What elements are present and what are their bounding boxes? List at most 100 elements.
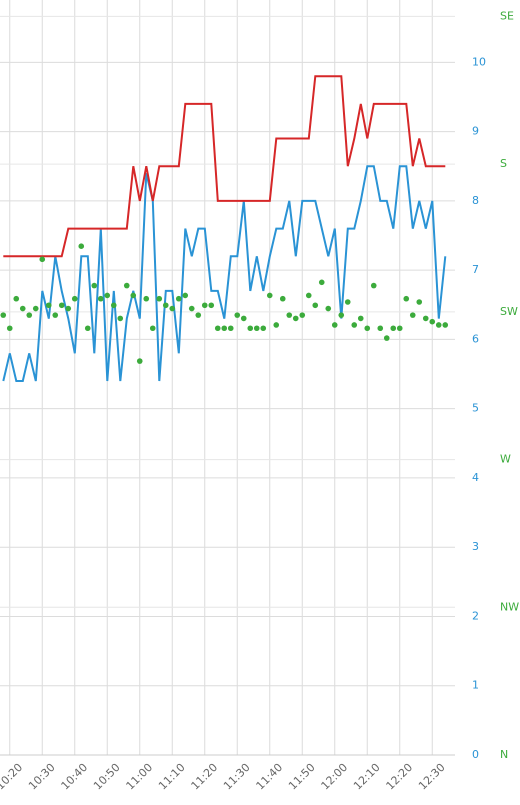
direction-dot (169, 305, 176, 312)
direction-dot (162, 302, 169, 309)
y2-tick-label: SE (500, 9, 514, 22)
y2-tick-label: S (500, 157, 507, 170)
y2-tick-label: SW (500, 305, 518, 318)
direction-dot (260, 325, 267, 332)
direction-dot (435, 322, 442, 328)
direction-dot (26, 312, 33, 318)
direction-dot (175, 295, 182, 302)
direction-dot (403, 295, 410, 302)
direction-dot (0, 312, 7, 318)
direction-dot (279, 295, 286, 302)
y-tick-label: 6 (472, 332, 479, 345)
direction-dot (227, 325, 234, 332)
direction-dot (351, 322, 358, 328)
direction-dot (110, 302, 117, 309)
direction-dot (240, 315, 247, 322)
direction-dot (429, 318, 436, 325)
direction-dot (32, 305, 39, 312)
x-tick-label: 11:40 (254, 761, 286, 793)
y2-tick-label: NW (500, 600, 519, 613)
x-tick-label: 11:20 (189, 761, 221, 793)
direction-dot (58, 302, 65, 309)
direction-dot (13, 295, 20, 302)
direction-dot (325, 305, 332, 312)
direction-dot (214, 325, 221, 332)
y-tick-label: 3 (472, 540, 479, 553)
direction-dot (286, 312, 293, 318)
direction-dot (156, 295, 163, 302)
x-tick-label: 10:20 (0, 761, 25, 793)
direction-dot (84, 325, 91, 332)
direction-dot (338, 312, 345, 318)
y-tick-label: 4 (472, 471, 479, 484)
y2-tick-label: W (500, 453, 511, 466)
x-tick-label: 11:00 (124, 761, 156, 793)
x-tick-label: 10:40 (59, 761, 91, 793)
direction-dot (422, 315, 429, 322)
direction-dot (273, 322, 280, 328)
y-tick-label: 7 (472, 263, 479, 276)
direction-dot (39, 256, 46, 263)
y-tick-label: 10 (472, 55, 486, 68)
direction-dot (305, 292, 312, 299)
direction-dot (19, 305, 26, 312)
direction-dot (91, 282, 98, 289)
y-tick-label: 8 (472, 194, 479, 207)
y2-tick-label: N (500, 748, 508, 761)
direction-dot (383, 335, 390, 341)
direction-dot (253, 325, 260, 332)
direction-dot (71, 295, 78, 302)
direction-dot (409, 312, 416, 318)
direction-dot (188, 305, 195, 312)
direction-dot (136, 358, 143, 364)
x-tick-label: 12:30 (416, 761, 448, 793)
direction-dot (364, 325, 371, 332)
direction-dot (247, 325, 254, 332)
direction-dot (130, 292, 137, 299)
direction-dot (117, 315, 124, 322)
line (3, 75, 446, 258)
y-tick-label: 2 (472, 609, 479, 622)
x-tick-label: 12:10 (351, 761, 383, 793)
x-tick-label: 12:00 (319, 761, 351, 793)
direction-dot (390, 325, 397, 332)
direction-dot (221, 325, 228, 332)
x-tick-label: 10:30 (26, 761, 58, 793)
direction-dot (370, 282, 377, 289)
y-tick-label: 9 (472, 125, 479, 138)
line (2, 165, 447, 382)
direction-dot (123, 282, 130, 289)
direction-dot (331, 322, 338, 328)
x-tick-label: 11:10 (156, 761, 188, 793)
direction-dot (45, 302, 52, 309)
y-tick-label: 5 (472, 402, 479, 415)
direction-dot (234, 312, 241, 318)
y-tick-label: 0 (472, 748, 479, 761)
x-tick-label: 12:20 (384, 761, 416, 793)
direction-dot (143, 295, 150, 302)
direction-dot (377, 325, 384, 332)
direction-dot (416, 299, 423, 305)
direction-dot (65, 305, 72, 312)
direction-dot (299, 312, 306, 318)
direction-dot (266, 292, 273, 299)
direction-dot (149, 325, 156, 332)
x-tick-label: 11:30 (221, 761, 253, 793)
direction-dot (442, 322, 449, 328)
direction-dot (201, 302, 208, 309)
direction-dot (357, 315, 364, 322)
direction-dot (312, 302, 319, 309)
x-tick-label: 11:50 (286, 761, 318, 793)
direction-dot (292, 315, 299, 322)
direction-dot (182, 292, 189, 299)
direction-dot (195, 312, 202, 318)
direction-dot (97, 295, 104, 302)
x-tick-label: 10:50 (91, 761, 123, 793)
direction-dot (52, 312, 59, 318)
direction-dot (318, 279, 325, 286)
direction-dot (208, 302, 215, 309)
y-tick-label: 1 (472, 679, 479, 692)
direction-dot (78, 243, 85, 249)
